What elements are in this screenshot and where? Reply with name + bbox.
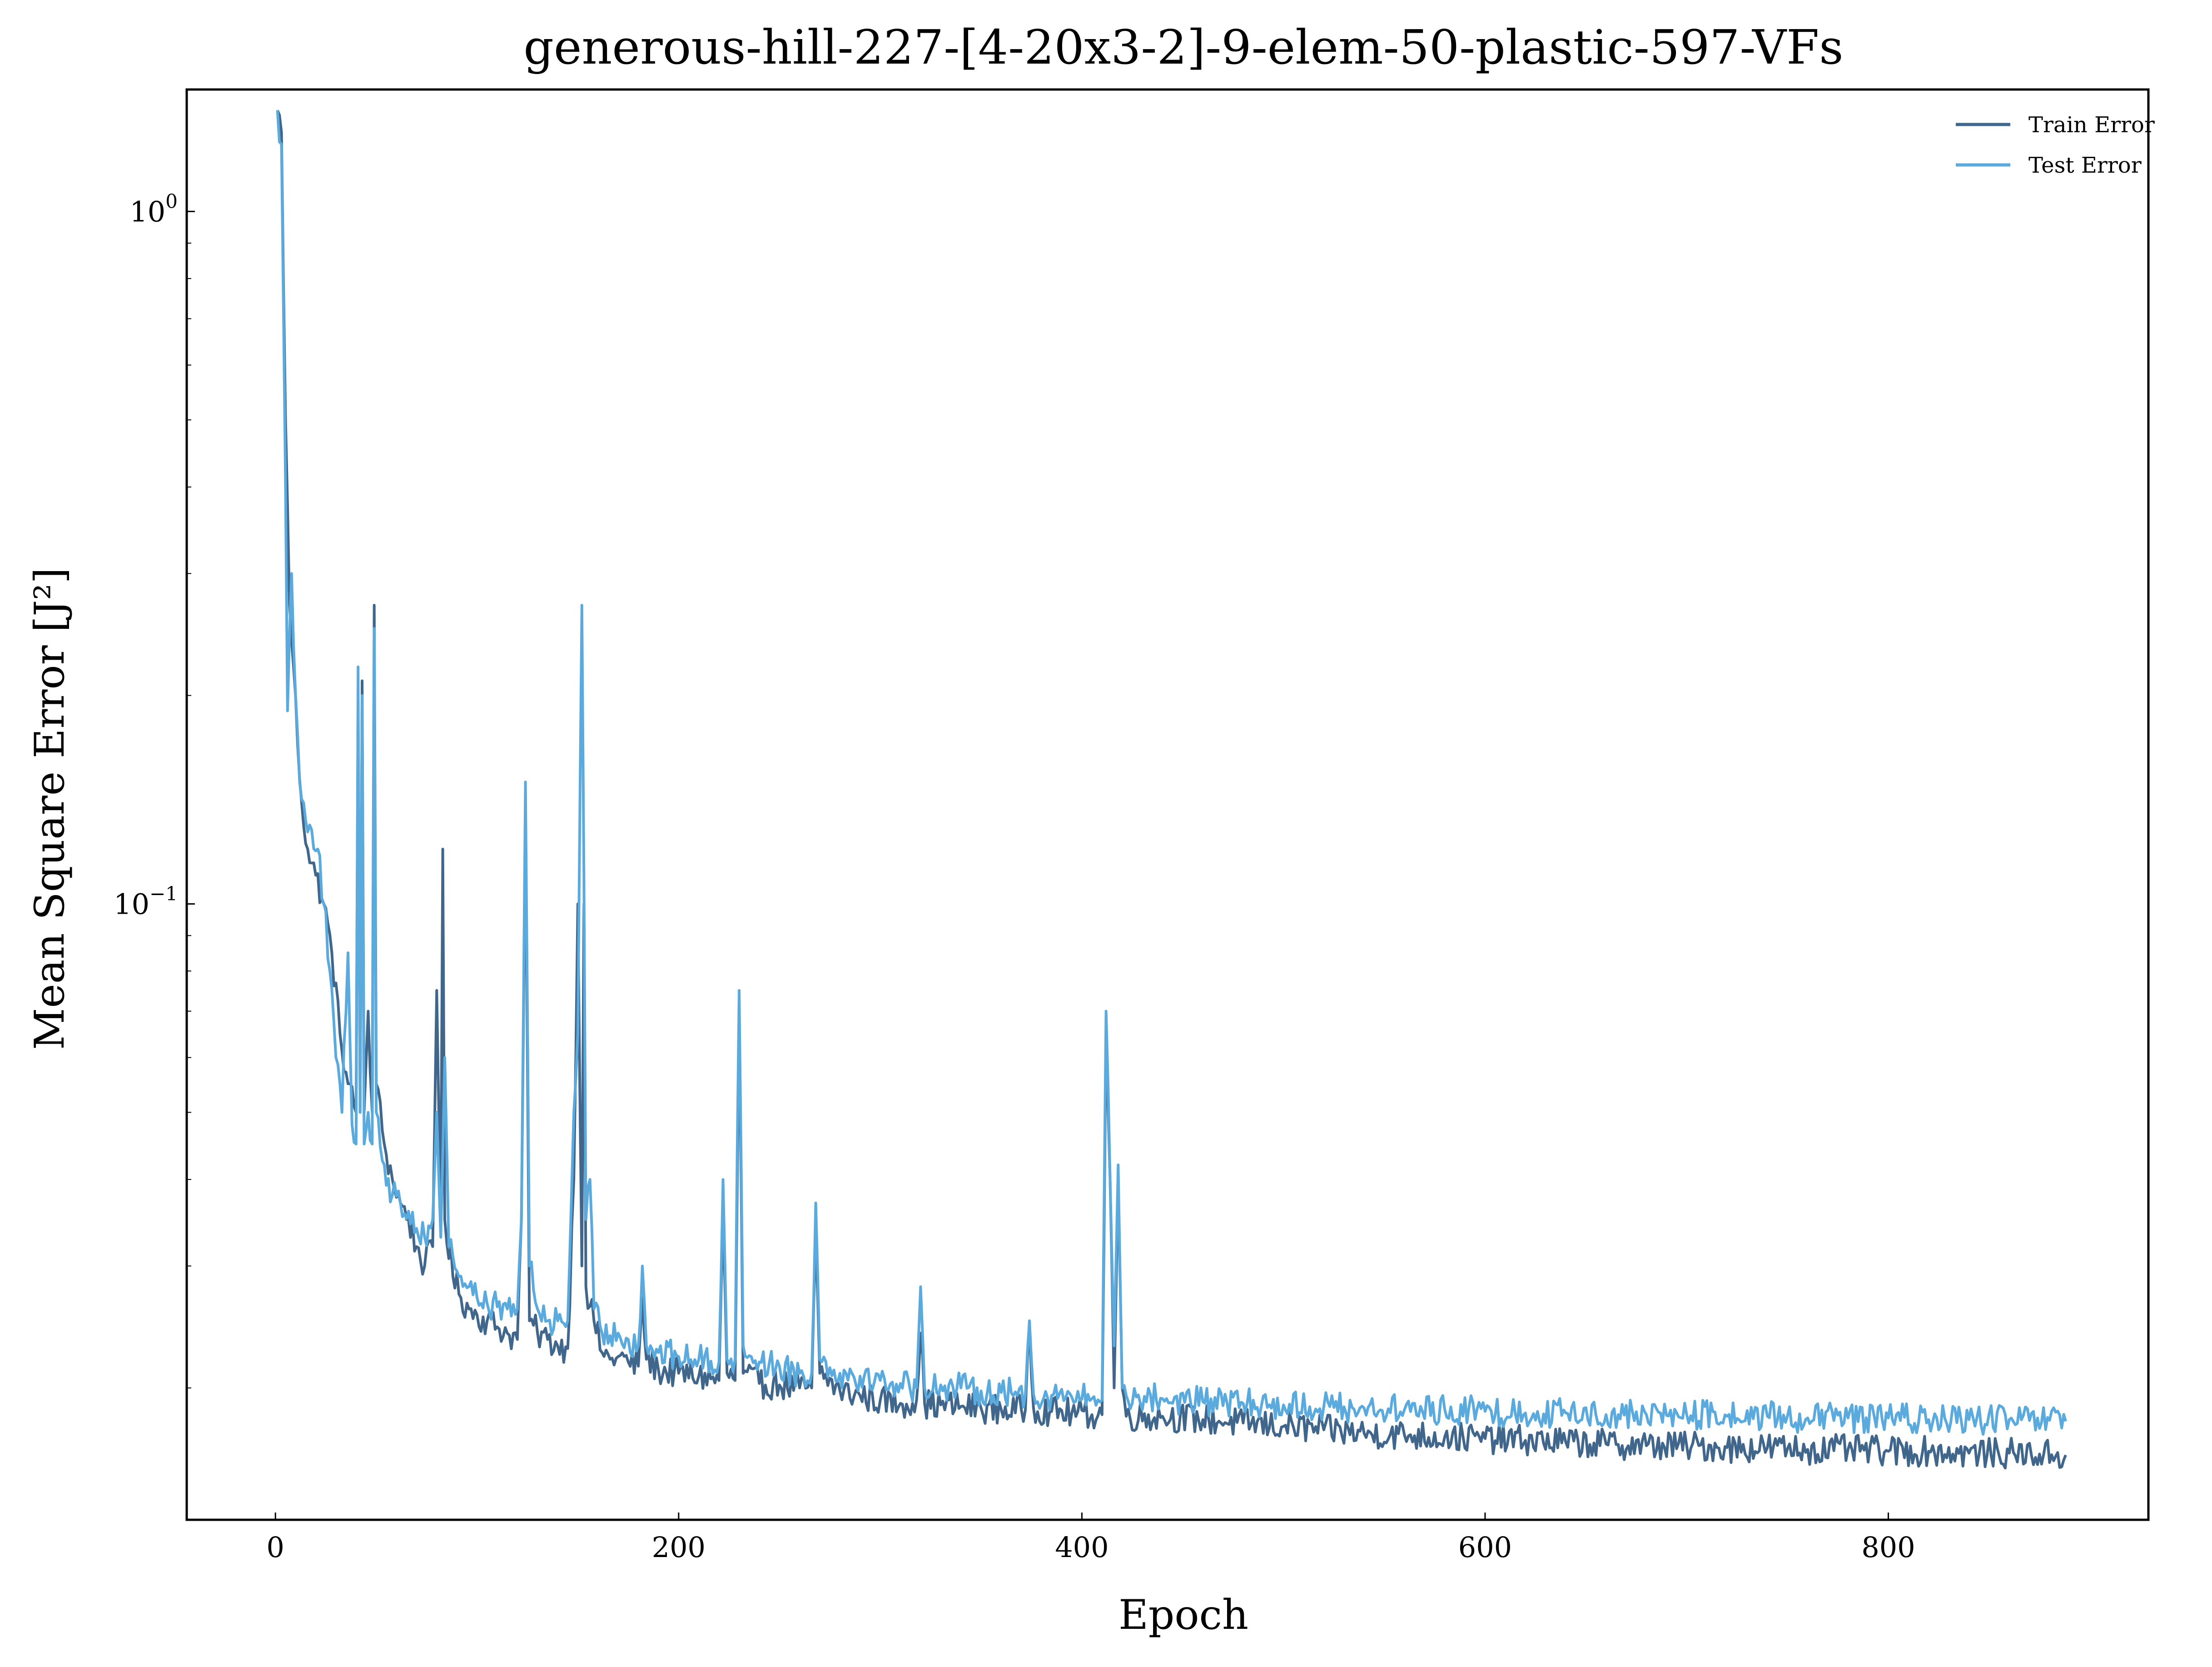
y-axis-ticks: 100 10−1 xyxy=(114,190,195,1388)
legend-label-test: Test Error xyxy=(2028,153,2142,178)
x-axis-ticks: 0 200 400 600 800 xyxy=(267,1513,1915,1564)
series-line-train xyxy=(276,109,2067,1470)
y-tick-label: 100 xyxy=(129,190,178,228)
x-tick-label: 200 xyxy=(652,1531,706,1564)
x-tick-label: 400 xyxy=(1055,1531,1108,1564)
plot-frame xyxy=(185,88,2150,1521)
legend: Train Error Test Error xyxy=(1956,112,2155,178)
x-axis-label: Epoch xyxy=(1118,1591,1248,1639)
plot-area: 0 200 400 600 800 100 10−1 xyxy=(114,88,2150,1564)
series-layer xyxy=(276,109,2067,1470)
y-tick-label: 10−1 xyxy=(114,882,178,921)
series-line-test xyxy=(276,110,2067,1436)
chart-title: generous-hill-227-[4-20x3-2]-9-elem-50-p… xyxy=(523,20,1843,75)
legend-label-train: Train Error xyxy=(2028,112,2155,138)
x-tick-label: 0 xyxy=(267,1531,284,1564)
x-tick-label: 800 xyxy=(1861,1531,1915,1564)
x-tick-label: 600 xyxy=(1458,1531,1512,1564)
y-axis-label: Mean Square Error [J²] xyxy=(26,567,74,1050)
